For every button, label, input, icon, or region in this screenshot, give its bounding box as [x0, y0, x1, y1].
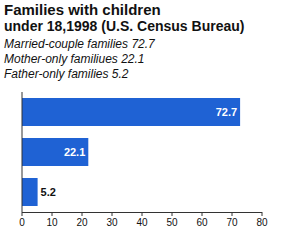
x-tick — [112, 212, 113, 216]
x-tick-label: 80 — [256, 217, 268, 228]
x-tick — [52, 212, 53, 216]
category-line: Mother-only familiues 22.1 — [4, 52, 145, 66]
chart: Families with childrenunder 18,1998 (U.S… — [0, 0, 282, 228]
data-label: 5.2 — [41, 186, 56, 198]
data-labels: 72.7 22.1 5.2 — [41, 106, 238, 198]
category-value: 72.7 — [131, 37, 156, 51]
category-line: Father-only families 5.2 — [4, 67, 129, 81]
bar — [22, 178, 38, 206]
category-line: Married-couple families 72.7 — [4, 37, 156, 51]
bars — [22, 98, 240, 206]
category-value: 5.2 — [112, 67, 129, 81]
category-value: 22.1 — [120, 52, 144, 66]
x-tick-label: 70 — [226, 217, 238, 228]
category-label: Father-only families — [4, 67, 112, 81]
y-axis-line — [22, 92, 23, 212]
x-tick-label: 0 — [19, 217, 25, 228]
category-label: Married-couple families — [4, 37, 131, 51]
x-tick — [172, 212, 173, 216]
x-tick — [82, 212, 83, 216]
data-label: 72.7 — [216, 106, 237, 118]
title: Families with children — [4, 1, 161, 18]
x-tick — [142, 212, 143, 216]
x-tick — [22, 212, 23, 216]
data-label: 22.1 — [64, 146, 85, 158]
x-tick-label: 50 — [166, 217, 178, 228]
subtitle: under 18,1998 (U.S. Census Bureau) — [4, 18, 244, 34]
x-tick-label: 20 — [76, 217, 88, 228]
x-tick — [202, 212, 203, 216]
category-label: Mother-only familiues — [4, 52, 121, 66]
x-tick-label: 60 — [196, 217, 208, 228]
x-tick — [262, 212, 263, 216]
x-tick-label: 30 — [106, 217, 118, 228]
x-tick-label: 40 — [136, 217, 148, 228]
x-tick-label: 10 — [46, 217, 58, 228]
bar — [22, 138, 88, 166]
x-tick — [232, 212, 233, 216]
bar — [22, 98, 240, 126]
